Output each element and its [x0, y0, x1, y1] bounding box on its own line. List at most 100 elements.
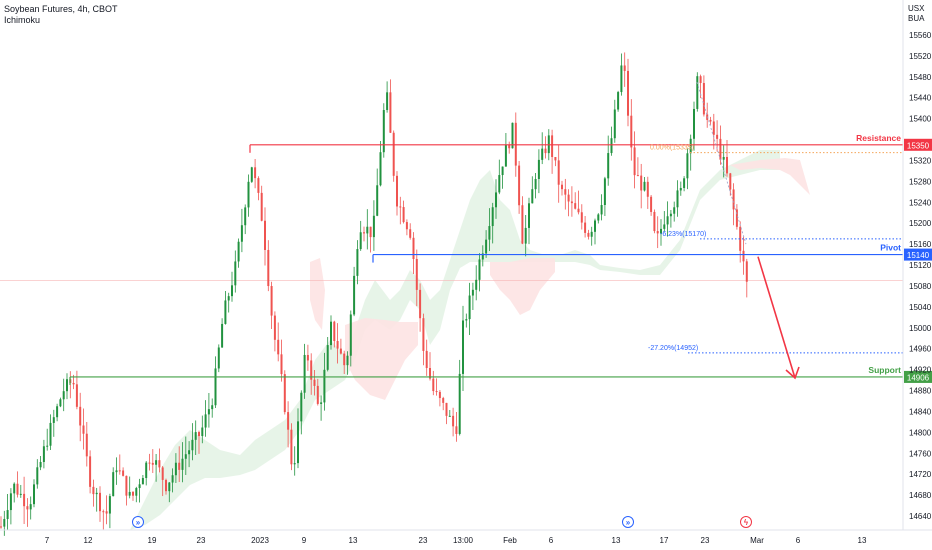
candle — [132, 491, 134, 501]
candle-body — [518, 165, 521, 206]
candle — [481, 245, 484, 267]
candle — [564, 178, 567, 210]
candle — [16, 471, 19, 498]
candle — [168, 481, 171, 503]
candle — [465, 313, 468, 328]
candle-body — [168, 482, 171, 492]
candle-body — [211, 405, 214, 410]
candle-body — [293, 463, 296, 465]
candle-body — [564, 189, 567, 195]
candle-body — [471, 289, 474, 296]
symbol-title[interactable]: Soybean Futures, 4h, CBOT — [4, 4, 118, 14]
candle — [95, 487, 98, 512]
candle — [363, 226, 365, 242]
candle — [732, 183, 735, 226]
level-value-support: 14906 — [907, 373, 930, 382]
candle — [277, 322, 280, 362]
candle-body — [735, 209, 738, 227]
candle — [224, 291, 227, 325]
candle-body — [567, 194, 570, 202]
candle-body — [442, 398, 445, 403]
candle-body — [161, 467, 164, 480]
candle-body — [29, 504, 32, 510]
price-axis[interactable]: 15560 15520 15480 15440 15400 15320 15280 15240… — [902, 0, 932, 530]
candle — [485, 230, 488, 258]
candle — [313, 370, 316, 396]
candle-body — [135, 488, 138, 496]
candle-body — [508, 144, 511, 149]
candle — [693, 101, 695, 151]
candle-body — [617, 92, 620, 110]
time-tick-label: 13 — [858, 536, 867, 545]
candle — [49, 414, 52, 451]
candle-body — [260, 192, 263, 221]
candle — [574, 192, 577, 210]
candle-body — [184, 454, 187, 459]
candle-body — [9, 493, 12, 511]
candle-body — [686, 153, 689, 179]
candle — [330, 315, 332, 350]
price-tick-label: 15280 — [909, 177, 932, 186]
candle — [534, 173, 537, 199]
candle-body — [181, 458, 184, 470]
candle-body — [363, 232, 365, 234]
cloud-green-0 — [130, 150, 780, 530]
candle — [250, 166, 253, 183]
candle — [13, 482, 16, 503]
candle — [92, 479, 95, 507]
price-tick-label: 15120 — [909, 261, 932, 270]
candle — [174, 453, 177, 483]
candle-body — [679, 187, 682, 191]
price-tick-label: 15560 — [909, 31, 932, 40]
candle — [89, 450, 92, 494]
price-tick-label: 15320 — [909, 156, 932, 165]
candle — [6, 493, 9, 530]
candle-body — [475, 279, 478, 290]
candle-body — [432, 378, 435, 392]
candle — [254, 158, 257, 189]
candle — [432, 370, 435, 396]
candle — [712, 113, 715, 150]
candle-body — [405, 222, 408, 230]
event-marker-circle — [740, 516, 752, 528]
currency-line-1: USX — [908, 4, 925, 13]
price-tick-label: 15240 — [909, 198, 932, 207]
currency-label[interactable]: USX BUA — [908, 4, 924, 24]
candle-body — [326, 345, 329, 370]
candle-body — [488, 226, 491, 240]
candle-body — [132, 491, 134, 496]
price-tick-label: 14880 — [909, 387, 932, 396]
candle-body — [653, 211, 656, 232]
candle-body — [455, 426, 458, 434]
candle-body — [264, 220, 266, 250]
price-tick-label: 15200 — [909, 219, 932, 228]
candle-body — [33, 484, 35, 505]
candle-body — [458, 373, 461, 434]
time-axis[interactable]: 7 12 19 23 2023 9 13 23 13:00 Feb 6 13 17 23 Mar 6 13 — [0, 529, 932, 545]
candle-body — [303, 354, 306, 393]
candle — [623, 52, 626, 87]
candle-body — [148, 462, 151, 464]
candle — [600, 194, 603, 221]
candle-body — [6, 510, 9, 519]
candle — [356, 240, 359, 285]
candle-body — [191, 439, 194, 451]
candle — [194, 420, 197, 456]
candle-body — [696, 76, 699, 109]
candle-body — [501, 166, 504, 176]
candle — [551, 129, 554, 174]
candle-body — [656, 231, 659, 234]
candle — [221, 318, 224, 348]
candle — [679, 181, 682, 196]
candle — [452, 407, 455, 437]
candle — [19, 484, 22, 498]
candle-body — [584, 222, 587, 233]
candle-body — [320, 402, 323, 404]
fib-label-2: -27.20%(14952) — [648, 345, 698, 352]
candle — [653, 209, 656, 234]
candle-body — [534, 178, 537, 190]
candle — [561, 180, 563, 196]
indicator-name[interactable]: Ichimoku — [4, 15, 41, 25]
candle-body — [244, 207, 247, 226]
